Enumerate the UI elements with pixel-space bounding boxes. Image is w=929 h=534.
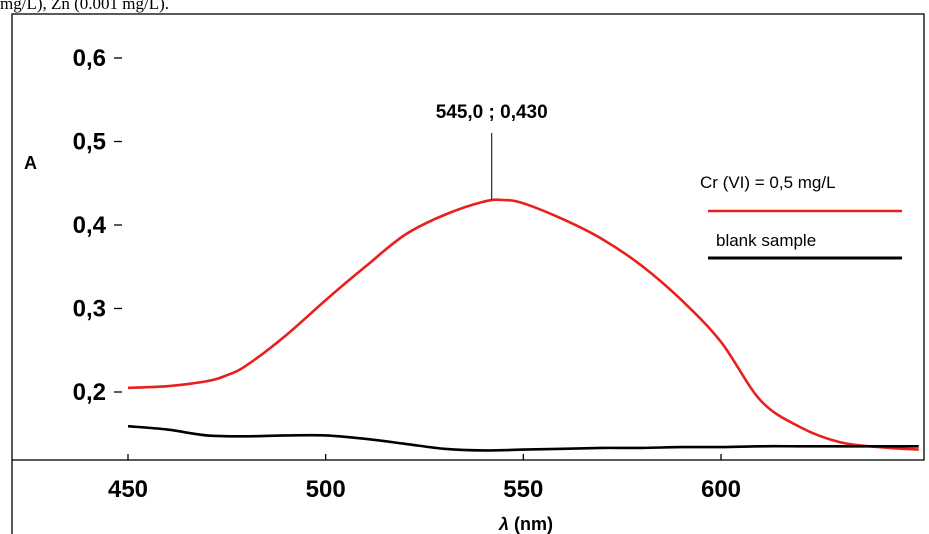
series-line-blank xyxy=(127,424,919,452)
y-axis-title: A xyxy=(24,153,37,173)
y-tick-label: 0,2 xyxy=(73,379,106,406)
x-tick-label: 500 xyxy=(306,476,346,503)
x-tick-label: 550 xyxy=(503,476,543,503)
legend-label: blank sample xyxy=(716,231,816,250)
y-tick-label: 0,3 xyxy=(73,296,106,323)
plot-frame xyxy=(11,13,925,461)
series-line-cr-vi xyxy=(127,198,919,451)
legend-label: Cr (VI) = 0,5 mg/L xyxy=(700,173,836,192)
x-tick-label: 450 xyxy=(108,476,148,503)
y-tick-label: 0,5 xyxy=(73,129,106,156)
peak-annotation-label: 545,0 ; 0,430 xyxy=(436,102,548,123)
x-axis-title: λ (nm) xyxy=(498,514,553,534)
caption-text: mg/L), Zn (0.001 mg/L). xyxy=(0,0,170,13)
y-tick-label: 0,6 xyxy=(73,45,106,72)
y-tick-label: 0,4 xyxy=(73,212,107,239)
x-tick-label: 600 xyxy=(701,476,741,503)
